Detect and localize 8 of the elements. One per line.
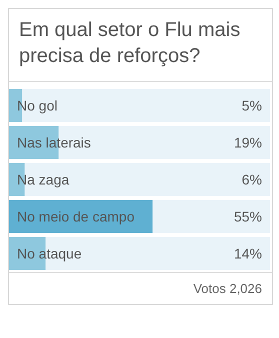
chart-title: Em qual setor o Flu mais precisa de reforços? — [18, 18, 242, 69]
data-label: 19% — [234, 134, 262, 150]
data-label: 14% — [234, 246, 262, 262]
data-label: 5% — [242, 98, 262, 114]
data-label: 6% — [242, 172, 262, 188]
text: Votos 2,026 — [9, 272, 272, 304]
y-tick-label: No meio de campo — [17, 208, 135, 224]
data-label: 55% — [234, 208, 262, 224]
